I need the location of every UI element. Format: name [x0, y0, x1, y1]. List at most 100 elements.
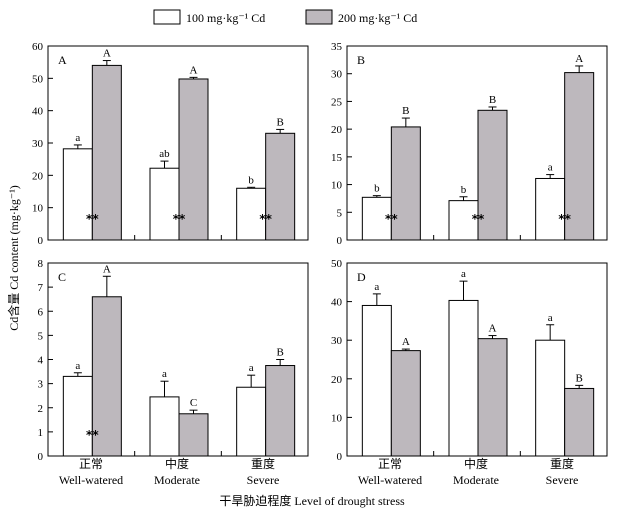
y-tick-label: 5 — [38, 330, 44, 342]
category-cn-label: 重度 — [251, 456, 275, 471]
bar — [361, 304, 392, 457]
bar — [265, 365, 296, 457]
y-tick-label: 60 — [32, 41, 44, 53]
significance-annotation: ** — [472, 212, 485, 226]
significance-label: b — [248, 174, 254, 186]
significance-label: B — [489, 94, 496, 106]
significance-label: ab — [159, 148, 170, 160]
significance-annotation: ** — [86, 428, 99, 442]
y-tick-label: 10 — [331, 180, 343, 192]
y-tick-label: 30 — [331, 69, 343, 81]
legend: 100 mg·kg⁻¹ Cd 200 mg·kg⁻¹ Cd — [153, 9, 417, 25]
bar — [390, 350, 421, 457]
y-tick-label: 0 — [38, 451, 44, 463]
category-cn-label: 重度 — [550, 456, 574, 471]
bar — [477, 109, 508, 241]
y-axis-title: Cd含量 Cd content (mg·kg⁻¹) — [6, 185, 21, 331]
y-tick-label: 0 — [337, 451, 343, 463]
category-cn-label: 正常 — [378, 457, 402, 471]
significance-label: a — [548, 312, 553, 324]
y-tick-label: 3 — [38, 379, 44, 391]
significance-label: A — [402, 336, 410, 348]
bar — [448, 200, 479, 241]
significance-label: a — [374, 281, 379, 293]
significance-label: a — [75, 132, 80, 144]
category-labels-right: 正常 Well-watered 中度 Moderate 重度 Severe — [358, 456, 579, 487]
y-tick-label: 35 — [331, 41, 343, 53]
significance-label: b — [461, 184, 467, 196]
significance-annotation: ** — [558, 212, 571, 226]
significance-label: a — [548, 162, 553, 174]
bar — [448, 299, 479, 457]
significance-label: a — [249, 362, 254, 374]
y-tick-label: 7 — [38, 282, 44, 294]
significance-label: A — [489, 323, 497, 335]
legend-swatch-200 — [305, 9, 333, 25]
category-cn-label: 正常 — [79, 457, 103, 471]
panel-C: 0 1 2 3 4 5 6 7 8 Ca A ** a Ca B — [38, 258, 309, 463]
legend-swatch-100 — [153, 9, 181, 25]
bar — [477, 338, 508, 457]
category-en-label: Severe — [546, 473, 579, 487]
y-tick-label: 50 — [331, 258, 343, 270]
bar — [236, 386, 267, 457]
panel-letter: B — [357, 53, 365, 67]
panel-letter: D — [357, 270, 366, 284]
panel-B: 0 5 10 15 20 25 30 35 Bb B ** b B ** a A ** — [331, 41, 608, 247]
bar — [91, 64, 122, 241]
significance-label: A — [103, 48, 111, 60]
category-en-label: Severe — [247, 473, 280, 487]
bar — [265, 132, 296, 241]
significance-label: B — [402, 105, 409, 117]
category-cn-label: 中度 — [464, 456, 488, 471]
y-tick-label: 40 — [331, 297, 343, 309]
y-tick-label: 20 — [32, 170, 44, 182]
panel-letter: C — [58, 270, 66, 284]
y-tick-label: 8 — [38, 258, 44, 270]
category-en-label: Well-watered — [358, 473, 422, 487]
significance-annotation: ** — [259, 212, 272, 226]
y-tick-label: 6 — [38, 306, 44, 318]
category-en-label: Well-watered — [59, 473, 123, 487]
y-tick-label: 5 — [337, 207, 343, 219]
legend-label-200: 200 mg·kg⁻¹ Cd — [338, 11, 417, 25]
legend-label-100: 100 mg·kg⁻¹ Cd — [186, 11, 265, 25]
significance-label: a — [461, 268, 466, 280]
y-tick-label: 10 — [32, 203, 44, 215]
category-en-label: Moderate — [154, 473, 200, 487]
significance-label: B — [276, 116, 283, 128]
significance-label: A — [190, 64, 198, 76]
panel-letter: A — [58, 53, 67, 67]
bar — [535, 177, 566, 241]
panel-D: 0 10 20 30 40 50 Da Aa Aa B — [331, 258, 608, 463]
category-labels-left: 正常 Well-watered 中度 Moderate 重度 Severe — [59, 456, 280, 487]
bar — [149, 167, 180, 241]
y-tick-label: 10 — [331, 412, 343, 424]
significance-label: A — [103, 263, 111, 275]
bar — [390, 126, 421, 241]
y-tick-label: 1 — [38, 427, 44, 439]
significance-label: b — [374, 183, 380, 195]
bar — [361, 196, 392, 241]
y-tick-label: 30 — [331, 335, 343, 347]
significance-label: C — [190, 397, 197, 409]
significance-label: A — [575, 53, 583, 65]
bar — [62, 375, 93, 457]
x-axis-title: 干旱胁迫程度 Level of drought stress — [219, 493, 405, 508]
y-tick-label: 50 — [32, 73, 44, 85]
y-tick-label: 30 — [32, 138, 44, 150]
significance-annotation: ** — [86, 212, 99, 226]
y-tick-label: 25 — [331, 96, 343, 108]
category-en-label: Moderate — [453, 473, 499, 487]
bar — [149, 396, 180, 457]
significance-label: B — [575, 372, 582, 384]
y-tick-label: 40 — [32, 106, 44, 118]
chart-panels: 0102030405060AaA**abA**bB**0510152025303… — [32, 41, 608, 463]
bar — [564, 387, 595, 457]
significance-label: a — [75, 360, 80, 372]
y-tick-label: 4 — [38, 355, 44, 367]
y-tick-label: 0 — [337, 235, 343, 247]
bar — [564, 72, 595, 241]
panel-A: 0 10 20 30 40 50 60 Aa A ** ab A ** b B ** — [32, 41, 309, 247]
